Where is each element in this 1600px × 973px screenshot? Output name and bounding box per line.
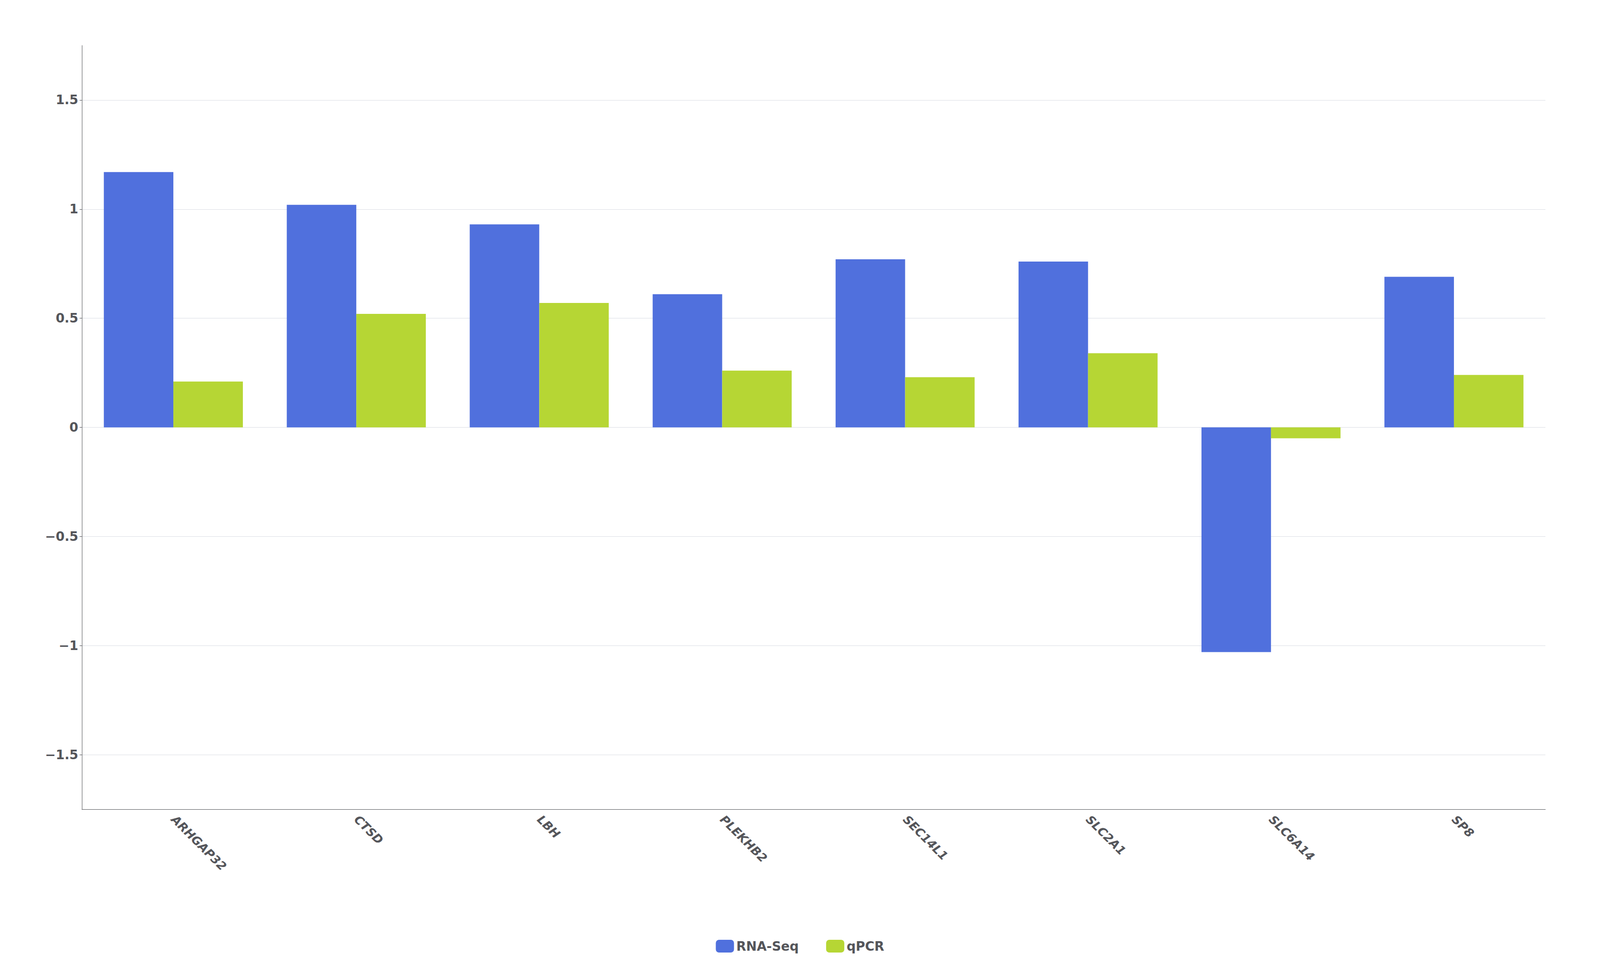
svg-text:−1: −1 bbox=[58, 638, 79, 654]
svg-text:1.5: 1.5 bbox=[55, 92, 79, 108]
svg-text:SLC2A1: SLC2A1 bbox=[1083, 812, 1129, 858]
svg-text:SEC14L1: SEC14L1 bbox=[900, 812, 951, 864]
svg-text:qPCR: qPCR bbox=[846, 938, 885, 954]
svg-text:1: 1 bbox=[69, 201, 79, 217]
svg-text:−0.5: −0.5 bbox=[45, 529, 79, 545]
svg-text:PLEKHB2: PLEKHB2 bbox=[717, 812, 770, 865]
svg-text:CTSD: CTSD bbox=[351, 812, 387, 848]
svg-text:RNA-Seq: RNA-Seq bbox=[736, 938, 799, 954]
svg-text:LBH: LBH bbox=[534, 812, 563, 841]
svg-text:0.5: 0.5 bbox=[55, 310, 79, 326]
svg-text:SLC6A14: SLC6A14 bbox=[1266, 812, 1318, 864]
svg-text:ARHGAP32: ARHGAP32 bbox=[167, 812, 230, 874]
svg-text:−1.5: −1.5 bbox=[45, 747, 79, 763]
svg-text:0: 0 bbox=[69, 419, 79, 435]
svg-text:SP8: SP8 bbox=[1448, 812, 1477, 841]
